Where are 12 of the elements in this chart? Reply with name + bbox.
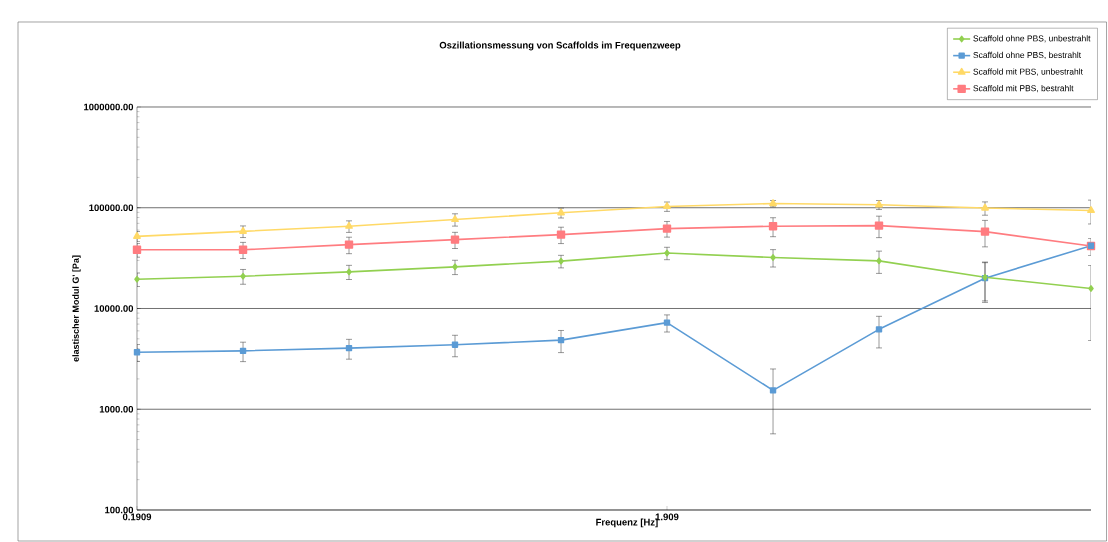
y-tick-label: 10000.00 — [94, 305, 134, 312]
legend-label: Scaffold mit PBS, bestrahlt — [973, 85, 1074, 93]
y-tick-label: 1000000.00 — [84, 103, 134, 111]
x-tick-label: 0.1909 — [122, 513, 152, 521]
y-tick-label: 1000.00 — [99, 405, 134, 413]
y-tick-label: 100.00 — [105, 506, 134, 514]
y-tick-label: 100000.00 — [89, 204, 134, 212]
chart-title: Oszillationsmessung von Scaffolds im Frequenzweep — [439, 41, 681, 51]
legend-label: Scaffold ohne PBS, bestrahlt — [973, 51, 1082, 60]
y-axis-title: elastischer Modul G' [Pa] — [72, 255, 81, 362]
legend-label: Scaffold ohne PBS, unbestrahlt — [973, 35, 1091, 43]
legend-label: Scaffold mit PBS, unbestrahlt — [973, 68, 1083, 76]
